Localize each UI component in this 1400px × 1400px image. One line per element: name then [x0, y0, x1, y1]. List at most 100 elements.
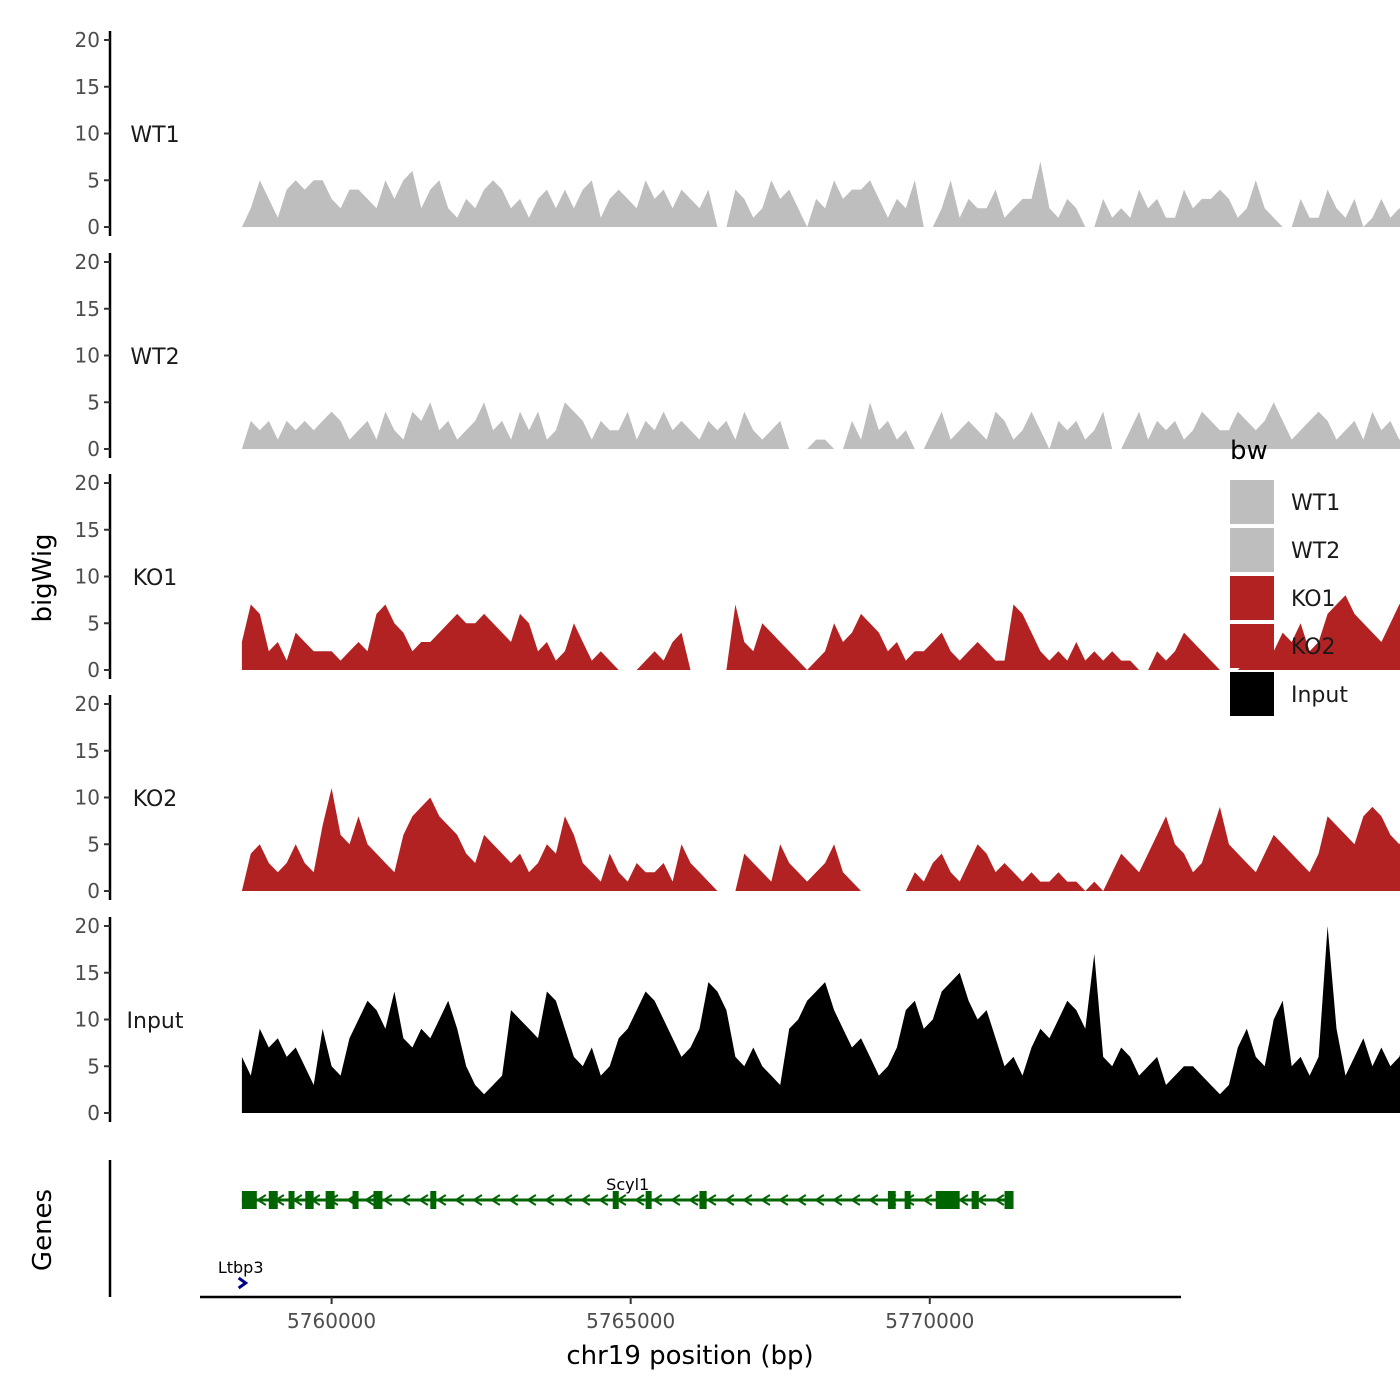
- y-tick-label: 5: [87, 168, 100, 192]
- y-tick-label: 10: [75, 344, 100, 368]
- strand-chevron: [831, 1194, 843, 1206]
- y-tick-label: 15: [75, 297, 100, 321]
- y-tick-label: 0: [87, 879, 100, 903]
- strand-chevron: [255, 1194, 267, 1206]
- y-axis-title: bigWig: [28, 533, 58, 622]
- y-tick-label: 5: [87, 390, 100, 414]
- genes-axis-title: Genes: [28, 1189, 58, 1271]
- exon: [430, 1191, 437, 1209]
- exon: [935, 1191, 960, 1209]
- strand-chevron: [813, 1194, 825, 1206]
- strand-chevron: [561, 1194, 573, 1206]
- exon: [1004, 1191, 1014, 1209]
- legend-swatch: [1230, 528, 1274, 572]
- strand-chevron: [381, 1194, 393, 1206]
- strand-chevron: [849, 1194, 861, 1206]
- legend-label: KO2: [1291, 635, 1336, 660]
- strand-chevron: [507, 1194, 519, 1206]
- area-ko1: [241, 595, 1400, 670]
- track-wt1: 0 5 10 15 20 WT1: [75, 28, 1400, 239]
- track-input: 0 5 10 15 20 Input: [75, 914, 1400, 1125]
- strand-chevron: [633, 1194, 645, 1206]
- strand-chevron: [669, 1194, 681, 1206]
- exon: [887, 1191, 896, 1209]
- strand-chevron: [795, 1194, 807, 1206]
- exon: [288, 1191, 295, 1209]
- y-tick-label: 0: [87, 437, 100, 461]
- strand-chevron: [921, 1194, 933, 1206]
- strand-chevron: [435, 1194, 447, 1206]
- strand-chevron: [867, 1194, 879, 1206]
- exon: [268, 1191, 278, 1209]
- y-tick-label: 5: [87, 1054, 100, 1078]
- y-tick-label: 15: [75, 75, 100, 99]
- legend-title: bw: [1230, 436, 1268, 466]
- strand-chevron: [993, 1194, 1005, 1206]
- track-label: WT2: [130, 345, 179, 370]
- gene-scyl1: Scyl1: [241, 1175, 1014, 1209]
- strand-chevron: [957, 1194, 969, 1206]
- track-label: KO2: [133, 787, 178, 812]
- strand-chevron: [471, 1194, 483, 1206]
- legend-swatch: [1230, 480, 1274, 524]
- strand-chevron: [687, 1194, 699, 1206]
- legend-label: Input: [1291, 683, 1348, 708]
- area-wt1: [241, 161, 1400, 227]
- strand-chevron: [525, 1194, 537, 1206]
- exon: [352, 1191, 359, 1209]
- genes-panel: Scyl1 Ltbp3: [108, 1160, 1014, 1297]
- y-tick-label: 15: [75, 518, 100, 542]
- y-tick-label: 20: [75, 28, 100, 52]
- y-tick-label: 10: [75, 1008, 100, 1032]
- exon: [971, 1191, 979, 1209]
- strand-chevron: [237, 1276, 249, 1290]
- strand-chevron: [759, 1194, 771, 1206]
- y-tick-label: 0: [87, 215, 100, 239]
- legend-label: WT1: [1291, 491, 1340, 516]
- x-tick-label: 5760000: [287, 1309, 376, 1333]
- y-tick-label: 20: [75, 471, 100, 495]
- y-tick-label: 10: [75, 786, 100, 810]
- area-ko2: [241, 788, 1400, 891]
- strand-chevron: [705, 1194, 717, 1206]
- x-tick-label: 5765000: [586, 1309, 675, 1333]
- area-wt2: [241, 402, 1400, 449]
- gene-ltbp3: Ltbp3: [218, 1258, 264, 1290]
- exon: [645, 1191, 652, 1209]
- track-label: WT1: [130, 123, 179, 148]
- strand-chevron: [651, 1194, 663, 1206]
- y-tick-label: 5: [87, 832, 100, 856]
- strand-chevron: [543, 1194, 555, 1206]
- strand-chevron: [399, 1194, 411, 1206]
- legend-label: KO1: [1291, 587, 1336, 612]
- gene-label: Ltbp3: [218, 1258, 264, 1277]
- strand-chevron: [363, 1194, 375, 1206]
- track-ko1: 0 5 10 15 20 KO1: [75, 471, 1400, 682]
- y-tick-label: 0: [87, 658, 100, 682]
- gene-label: Scyl1: [606, 1175, 649, 1194]
- legend-swatch: [1230, 672, 1274, 716]
- y-tick-label: 5: [87, 611, 100, 635]
- area-input: [241, 926, 1400, 1113]
- exon: [325, 1191, 335, 1209]
- x-tick-label: 5770000: [885, 1309, 974, 1333]
- track-wt2: 0 5 10 15 20 WT2: [75, 250, 1400, 461]
- y-tick-label: 20: [75, 692, 100, 716]
- exon: [904, 1191, 911, 1209]
- y-tick-label: 15: [75, 961, 100, 985]
- y-tick-label: 10: [75, 565, 100, 589]
- legend-label: WT2: [1291, 539, 1340, 564]
- exon: [305, 1191, 314, 1209]
- x-axis: 5760000 5765000 5770000: [200, 1295, 1181, 1333]
- strand-chevron: [579, 1194, 591, 1206]
- strand-chevron: [417, 1194, 429, 1206]
- y-tick-label: 20: [75, 914, 100, 938]
- strand-chevron: [453, 1194, 465, 1206]
- y-tick-label: 0: [87, 1101, 100, 1125]
- strand-chevron: [597, 1194, 609, 1206]
- y-tick-label: 20: [75, 250, 100, 274]
- exon: [241, 1191, 257, 1209]
- track-label: KO1: [133, 566, 178, 591]
- y-tick-label: 10: [75, 122, 100, 146]
